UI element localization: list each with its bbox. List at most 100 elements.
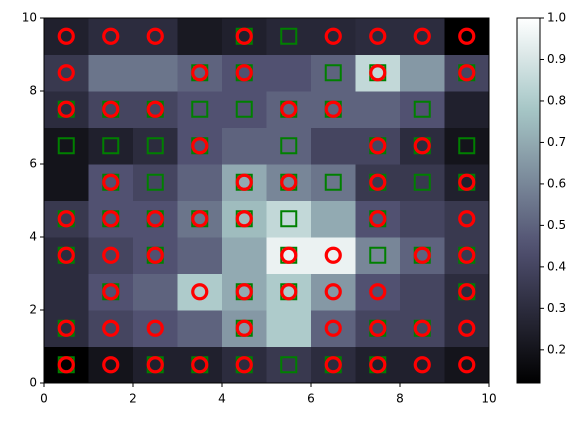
heat-cell bbox=[88, 54, 134, 92]
heat-cell bbox=[444, 237, 490, 274]
circle-marker bbox=[458, 210, 476, 228]
plot-frame bbox=[43, 17, 490, 384]
circle-marker bbox=[146, 319, 164, 337]
heat-cell bbox=[222, 127, 267, 165]
circle-marker bbox=[57, 64, 75, 82]
heat-cell bbox=[133, 346, 178, 384]
square-marker bbox=[191, 100, 209, 118]
heat-cell bbox=[400, 54, 445, 92]
heat-cell bbox=[355, 91, 401, 128]
circle-marker bbox=[369, 137, 387, 155]
square-marker bbox=[280, 356, 298, 374]
circle-marker bbox=[280, 100, 298, 118]
x-tick-label: 10 bbox=[481, 392, 496, 406]
x-tick-label: 2 bbox=[129, 392, 137, 406]
circle-marker bbox=[191, 64, 209, 82]
heat-cell bbox=[266, 273, 312, 311]
heat-cell bbox=[44, 237, 89, 274]
heat-cell bbox=[355, 237, 401, 274]
heat-cell bbox=[222, 346, 267, 384]
heat-cell bbox=[444, 310, 490, 347]
heat-cell bbox=[444, 346, 490, 384]
circle-marker bbox=[458, 27, 476, 45]
heat-cell bbox=[400, 310, 445, 347]
y-tick-label: 10 bbox=[22, 11, 37, 25]
heat-cell bbox=[177, 346, 223, 384]
colorbar-tick-label: 1.0 bbox=[547, 11, 566, 25]
heat-cell bbox=[88, 310, 134, 347]
heat-cell bbox=[177, 273, 223, 311]
heat-cell bbox=[311, 346, 356, 384]
colorbar-tick-label: 0.5 bbox=[547, 218, 566, 232]
circle-marker bbox=[235, 319, 253, 337]
heat-cell bbox=[222, 91, 267, 128]
heat-cell bbox=[266, 164, 312, 201]
square-marker bbox=[324, 64, 342, 82]
colorbar-tick-label: 0.4 bbox=[547, 259, 566, 273]
heat-cell bbox=[355, 164, 401, 201]
heat-cell bbox=[88, 237, 134, 274]
circle-marker bbox=[280, 283, 298, 301]
circle-marker bbox=[191, 210, 209, 228]
square-marker bbox=[413, 100, 431, 118]
circle-marker bbox=[324, 356, 342, 374]
heat-cell bbox=[177, 237, 223, 274]
x-tick-label: 6 bbox=[307, 392, 315, 406]
heat-cell bbox=[133, 310, 178, 347]
square-marker bbox=[280, 27, 298, 45]
circle-marker bbox=[102, 173, 120, 191]
circle-marker bbox=[413, 137, 431, 155]
heat-cell bbox=[266, 346, 312, 384]
x-tick-label: 8 bbox=[396, 392, 404, 406]
circle-marker bbox=[458, 173, 476, 191]
heat-cell bbox=[133, 18, 178, 55]
heat-cell bbox=[444, 54, 490, 92]
heat-cell bbox=[311, 200, 356, 238]
colorbar-tick-label: 0.9 bbox=[547, 52, 566, 66]
circle-marker bbox=[102, 283, 120, 301]
circle-marker bbox=[235, 173, 253, 191]
circle-marker bbox=[280, 173, 298, 191]
circle-marker bbox=[57, 210, 75, 228]
y-tick-label: 4 bbox=[29, 230, 37, 244]
heat-cell bbox=[355, 127, 401, 165]
heat-cell bbox=[266, 200, 312, 238]
heat-cell bbox=[177, 54, 223, 92]
square-marker bbox=[324, 173, 342, 191]
square-marker bbox=[146, 137, 164, 155]
circle-marker bbox=[57, 100, 75, 118]
circle-marker bbox=[57, 27, 75, 45]
circle-marker bbox=[191, 283, 209, 301]
circle-marker bbox=[102, 246, 120, 264]
square-marker bbox=[146, 173, 164, 191]
heat-cell bbox=[133, 200, 178, 238]
heat-cell bbox=[400, 127, 445, 165]
circle-marker bbox=[369, 283, 387, 301]
heat-cell bbox=[400, 273, 445, 311]
heat-cell bbox=[222, 18, 267, 55]
circle-marker bbox=[102, 319, 120, 337]
heat-cell bbox=[133, 273, 178, 311]
heat-cell bbox=[444, 127, 490, 165]
circle-marker bbox=[369, 27, 387, 45]
heat-cell bbox=[266, 310, 312, 347]
heat-cell bbox=[88, 346, 134, 384]
circle-marker bbox=[146, 356, 164, 374]
y-tick-label: 0 bbox=[29, 376, 37, 390]
heat-cell bbox=[44, 273, 89, 311]
heat-cell bbox=[44, 127, 89, 165]
heat-cell bbox=[222, 164, 267, 201]
heat-cell bbox=[266, 127, 312, 165]
heat-cell bbox=[400, 200, 445, 238]
heat-cell bbox=[177, 18, 223, 55]
colorbar-tick-label: 0.8 bbox=[547, 93, 566, 107]
heat-cell bbox=[222, 310, 267, 347]
heat-cell bbox=[222, 200, 267, 238]
colorbar bbox=[516, 17, 541, 384]
heat-cell bbox=[355, 310, 401, 347]
square-marker bbox=[235, 100, 253, 118]
circle-marker bbox=[413, 319, 431, 337]
colorbar-tick-label: 0.6 bbox=[547, 176, 566, 190]
heat-cell bbox=[355, 54, 401, 92]
